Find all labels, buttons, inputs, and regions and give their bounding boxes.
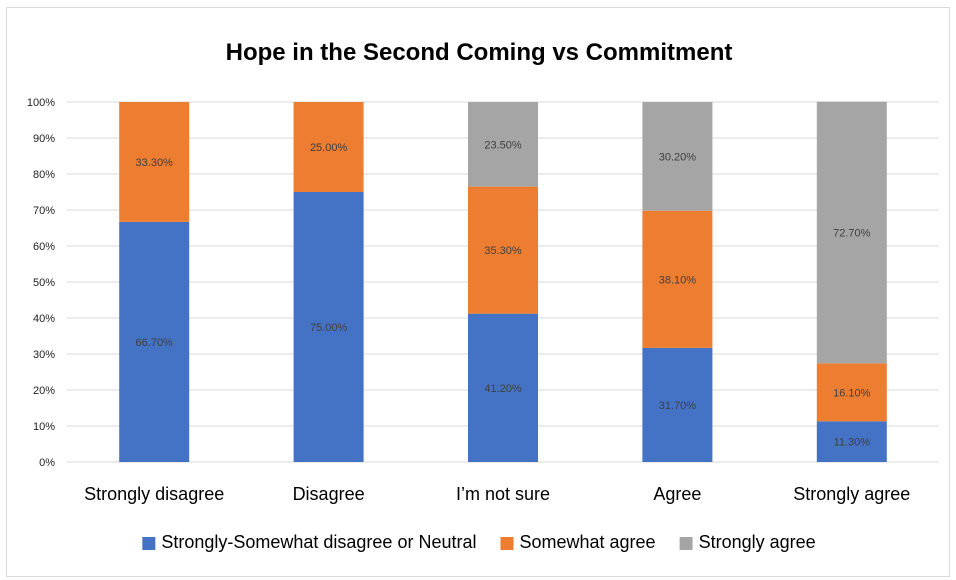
bars bbox=[119, 101, 887, 462]
legend-swatch bbox=[679, 537, 693, 550]
bar-segment bbox=[293, 192, 364, 462]
legend: Strongly-Somewhat disagree or Neutral Som… bbox=[142, 532, 816, 552]
bar-segment bbox=[119, 221, 190, 462]
y-tick-label: 80% bbox=[33, 169, 55, 181]
legend-item: Strongly-Somewhat disagree or Neutral bbox=[142, 532, 476, 552]
data-label: 75.00% bbox=[310, 322, 348, 334]
bar-segment bbox=[642, 210, 713, 348]
data-label: 23.50% bbox=[484, 139, 522, 151]
data-label: 66.70% bbox=[136, 337, 174, 349]
legend-swatch bbox=[500, 537, 514, 550]
bar-segment bbox=[293, 102, 364, 192]
x-tick-label: Disagree bbox=[293, 484, 365, 504]
y-tick-label: 60% bbox=[33, 241, 55, 253]
bar-segment bbox=[468, 102, 538, 187]
legend-item: Somewhat agree bbox=[500, 532, 656, 552]
legend-label: Strongly agree bbox=[699, 532, 816, 552]
data-label: 33.30% bbox=[136, 157, 174, 169]
y-tick-label: 90% bbox=[33, 133, 55, 145]
y-tick-label: 50% bbox=[33, 277, 55, 289]
y-tick-label: 30% bbox=[33, 349, 55, 361]
data-label: 35.30% bbox=[484, 245, 522, 257]
legend-label: Strongly-Somewhat disagree or Neutral bbox=[161, 532, 476, 552]
x-tick-label: I’m not sure bbox=[456, 484, 550, 504]
y-tick-label: 0% bbox=[39, 457, 55, 469]
data-label: 38.10% bbox=[659, 274, 697, 286]
data-label: 72.70% bbox=[833, 228, 871, 240]
data-label: 30.20% bbox=[659, 151, 697, 163]
bar-segment bbox=[468, 186, 538, 314]
bar-segment bbox=[816, 421, 887, 462]
chart-title: Hope in the Second Coming vs Commitment bbox=[226, 39, 733, 66]
data-label: 25.00% bbox=[310, 142, 348, 154]
y-tick-label: 40% bbox=[33, 313, 55, 325]
bar-segment bbox=[642, 102, 713, 211]
y-tick-label: 10% bbox=[33, 421, 55, 433]
chart-frame: Hope in the Second Coming vs Commitment … bbox=[6, 7, 950, 577]
legend-label: Somewhat agree bbox=[519, 532, 655, 552]
data-labels: 66.70% 33.30% 75.00% 25.00% 41.20% 35.30% 23.5… bbox=[136, 139, 871, 448]
y-tick-label: 20% bbox=[33, 385, 55, 397]
x-axis-ticks: Strongly disagree Disagree I’m not sure Agr… bbox=[84, 484, 910, 504]
y-tick-label: 70% bbox=[33, 205, 55, 217]
legend-swatch bbox=[142, 537, 156, 550]
bar-segment bbox=[468, 313, 538, 462]
bar-segment bbox=[642, 347, 713, 462]
data-label: 16.10% bbox=[833, 387, 871, 399]
x-tick-label: Agree bbox=[653, 484, 701, 504]
bar-segment bbox=[816, 101, 887, 364]
data-label: 41.20% bbox=[484, 383, 522, 395]
legend-item: Strongly agree bbox=[679, 532, 816, 552]
data-label: 11.30% bbox=[834, 437, 871, 449]
x-tick-label: Strongly disagree bbox=[84, 484, 224, 504]
x-tick-label: Strongly agree bbox=[793, 484, 910, 504]
bar-segment bbox=[119, 102, 190, 222]
bar-segment bbox=[816, 363, 887, 422]
y-axis-ticks: 0% 10% 20% 30% 40% 50% 60% 70% 80% 90% 100% bbox=[27, 97, 55, 469]
chart: Hope in the Second Coming vs Commitment … bbox=[27, 39, 939, 552]
y-tick-label: 100% bbox=[27, 97, 55, 109]
data-label: 31.70% bbox=[659, 400, 697, 412]
